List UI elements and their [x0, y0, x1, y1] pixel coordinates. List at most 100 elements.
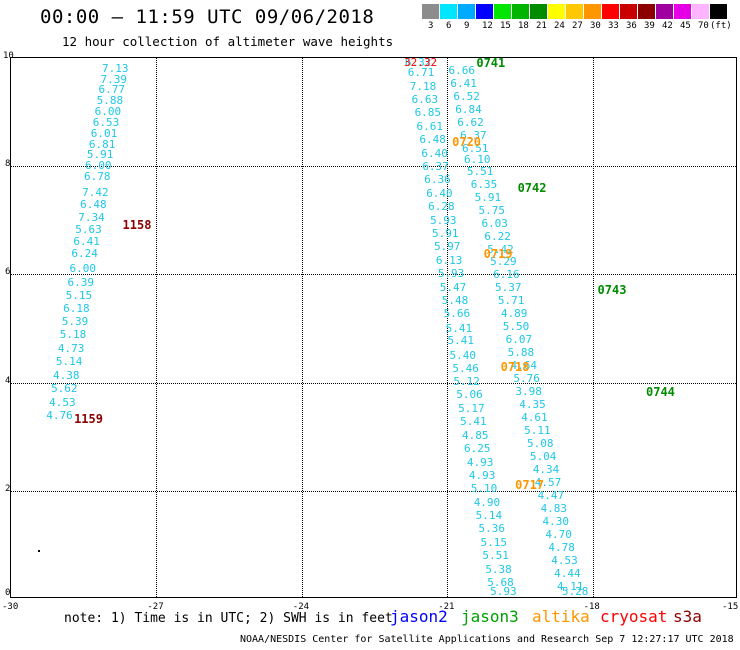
wave-height-point: 6.28 [428, 200, 455, 214]
x-tick-label: -15 [722, 602, 739, 612]
wave-height-point: 5.10 [470, 482, 498, 496]
wave-height-point: 6.24 [71, 246, 98, 260]
wave-height-point: 6.37 [460, 128, 487, 142]
x-tick-label: -21 [438, 602, 455, 612]
wave-height-point: 6.00 [69, 261, 96, 275]
wave-height-point: 5.91 [86, 148, 114, 162]
wave-height-point: 5.06 [456, 388, 483, 402]
gridline-horizontal [11, 274, 736, 276]
track-time-label: 0744 [646, 385, 675, 400]
wave-height-point: 6.00 [84, 159, 112, 173]
wave-height-point: 5.68 [487, 575, 514, 589]
scale-swatch [548, 4, 565, 19]
wave-height-point: 4.44 [554, 567, 581, 581]
scale-label: 15 [500, 21, 511, 31]
wave-height-point: 6.32 [404, 56, 432, 69]
wave-height-point: 5.46 [452, 361, 479, 375]
wave-height-point: 6.48 [80, 198, 107, 212]
wave-height-point: 5.14 [475, 508, 503, 522]
wave-height-point: 5.62 [51, 382, 78, 396]
wave-height-point: 4.89 [500, 307, 528, 321]
wave-height-point: 4.70 [545, 528, 572, 542]
wave-height-point: 5.93 [490, 585, 517, 598]
wave-height-point: 5.14 [55, 355, 83, 369]
wave-height-point: 4.38 [53, 369, 80, 383]
wave-height-point: 5.04 [529, 450, 557, 464]
gridline-vertical [156, 58, 158, 597]
wave-height-point: 6.48 [419, 133, 446, 147]
wave-height-point: 5.41 [460, 414, 487, 428]
wave-height-point: 5.63 [75, 223, 102, 237]
wave-height-point: 5.50 [502, 320, 530, 334]
credit-line: NOAA/NESDIS Center for Satellite Applica… [240, 634, 734, 645]
track-time-label: 0742 [517, 180, 547, 195]
scale-label: 18 [518, 21, 529, 31]
wave-height-point: 4.93 [466, 455, 494, 469]
wave-height-point: 5.15 [480, 535, 507, 549]
wave-height-point: 5.37 [495, 281, 522, 295]
x-tick-label: -18 [583, 602, 600, 612]
wave-height-point: 6.22 [484, 229, 511, 243]
scale-swatch [494, 4, 511, 19]
y-tick-label: 10 [3, 51, 14, 61]
wave-height-point: 5.08 [527, 437, 554, 451]
wave-height-point: 5.12 [453, 374, 480, 388]
scale-swatch [638, 4, 655, 19]
scale-swatch [620, 4, 637, 19]
scale-label: 6 [446, 21, 452, 31]
scale-swatch [512, 4, 529, 19]
scale-label: 21 [536, 21, 547, 31]
satellite-legend-cryosat: cryosat [600, 607, 668, 626]
wave-height-point: 7.42 [82, 186, 109, 200]
wave-height-point: 3.98 [515, 385, 542, 399]
page-subtitle: 12 hour collection of altimeter wave hei… [62, 34, 394, 49]
wave-height-point: 6.78 [84, 170, 111, 184]
wave-height-point: 5.88 [96, 94, 124, 108]
wave-height-point: 6.13 [435, 254, 463, 268]
wave-height-point: 5.29 [490, 255, 517, 269]
wave-height-point: 4.53 [551, 554, 578, 568]
wave-height-point: 5.48 [441, 294, 469, 308]
y-tick-label: 6 [5, 267, 11, 278]
scale-swatch [692, 4, 709, 19]
scale-label: 24 [554, 21, 565, 31]
wave-height-point: 6.16 [493, 268, 520, 282]
wave-height-point: 6.35 [470, 177, 498, 191]
track-time-label: 0717 [515, 478, 545, 493]
wave-height-point: 6.36 [424, 173, 451, 187]
y-tick-label: 4 [5, 375, 11, 386]
wave-height-point: 5.38 [485, 562, 512, 576]
wave-height-point: 6.41 [450, 76, 477, 90]
wave-height-point: 4.61 [521, 411, 548, 425]
wave-height-point: 7.39 [100, 72, 127, 86]
wave-height-point: 4.11 [557, 580, 584, 594]
wave-height-point: 5.97 [433, 240, 461, 254]
wave-height-point: 6.07 [505, 333, 533, 347]
scale-swatch [710, 4, 727, 19]
wave-height-point: 5.28 [561, 585, 589, 598]
scale-label: 12 [482, 21, 493, 31]
wave-height-point: 6.25 [463, 441, 491, 455]
wave-height-point: 5.18 [59, 327, 87, 341]
wave-height-point: 7.18 [409, 79, 437, 93]
scale-swatch [440, 4, 457, 19]
x-tick-label: -27 [147, 602, 164, 612]
wave-height-point: 5.41 [445, 321, 473, 335]
wave-height-point: 6.85 [414, 106, 442, 120]
track-time-label: 0718 [500, 360, 530, 375]
wave-height-point: 5.11 [524, 424, 551, 438]
satellite-legend-jason2: jason2 [390, 607, 448, 626]
gridline-vertical [592, 58, 594, 597]
footer-note: note: 1) Time is in UTC; 2) SWH is in fe… [64, 611, 393, 626]
satellite-legend-jason3: jason3 [461, 607, 519, 626]
wave-height-point: 6.51 [462, 141, 489, 155]
page-title: 00:00 – 11:59 UTC 09/06/2018 [40, 6, 375, 28]
gridline-horizontal [11, 382, 736, 384]
wave-height-point: 4.73 [57, 342, 85, 356]
scale-label: 3 [428, 21, 434, 31]
wave-height-point: 4.78 [548, 541, 575, 555]
wave-height-point: 4.90 [473, 495, 501, 509]
wave-height-point: 6.41 [73, 234, 100, 248]
wave-height-point: 7.34 [78, 210, 105, 224]
wave-height-point: 6.40 [421, 146, 448, 160]
